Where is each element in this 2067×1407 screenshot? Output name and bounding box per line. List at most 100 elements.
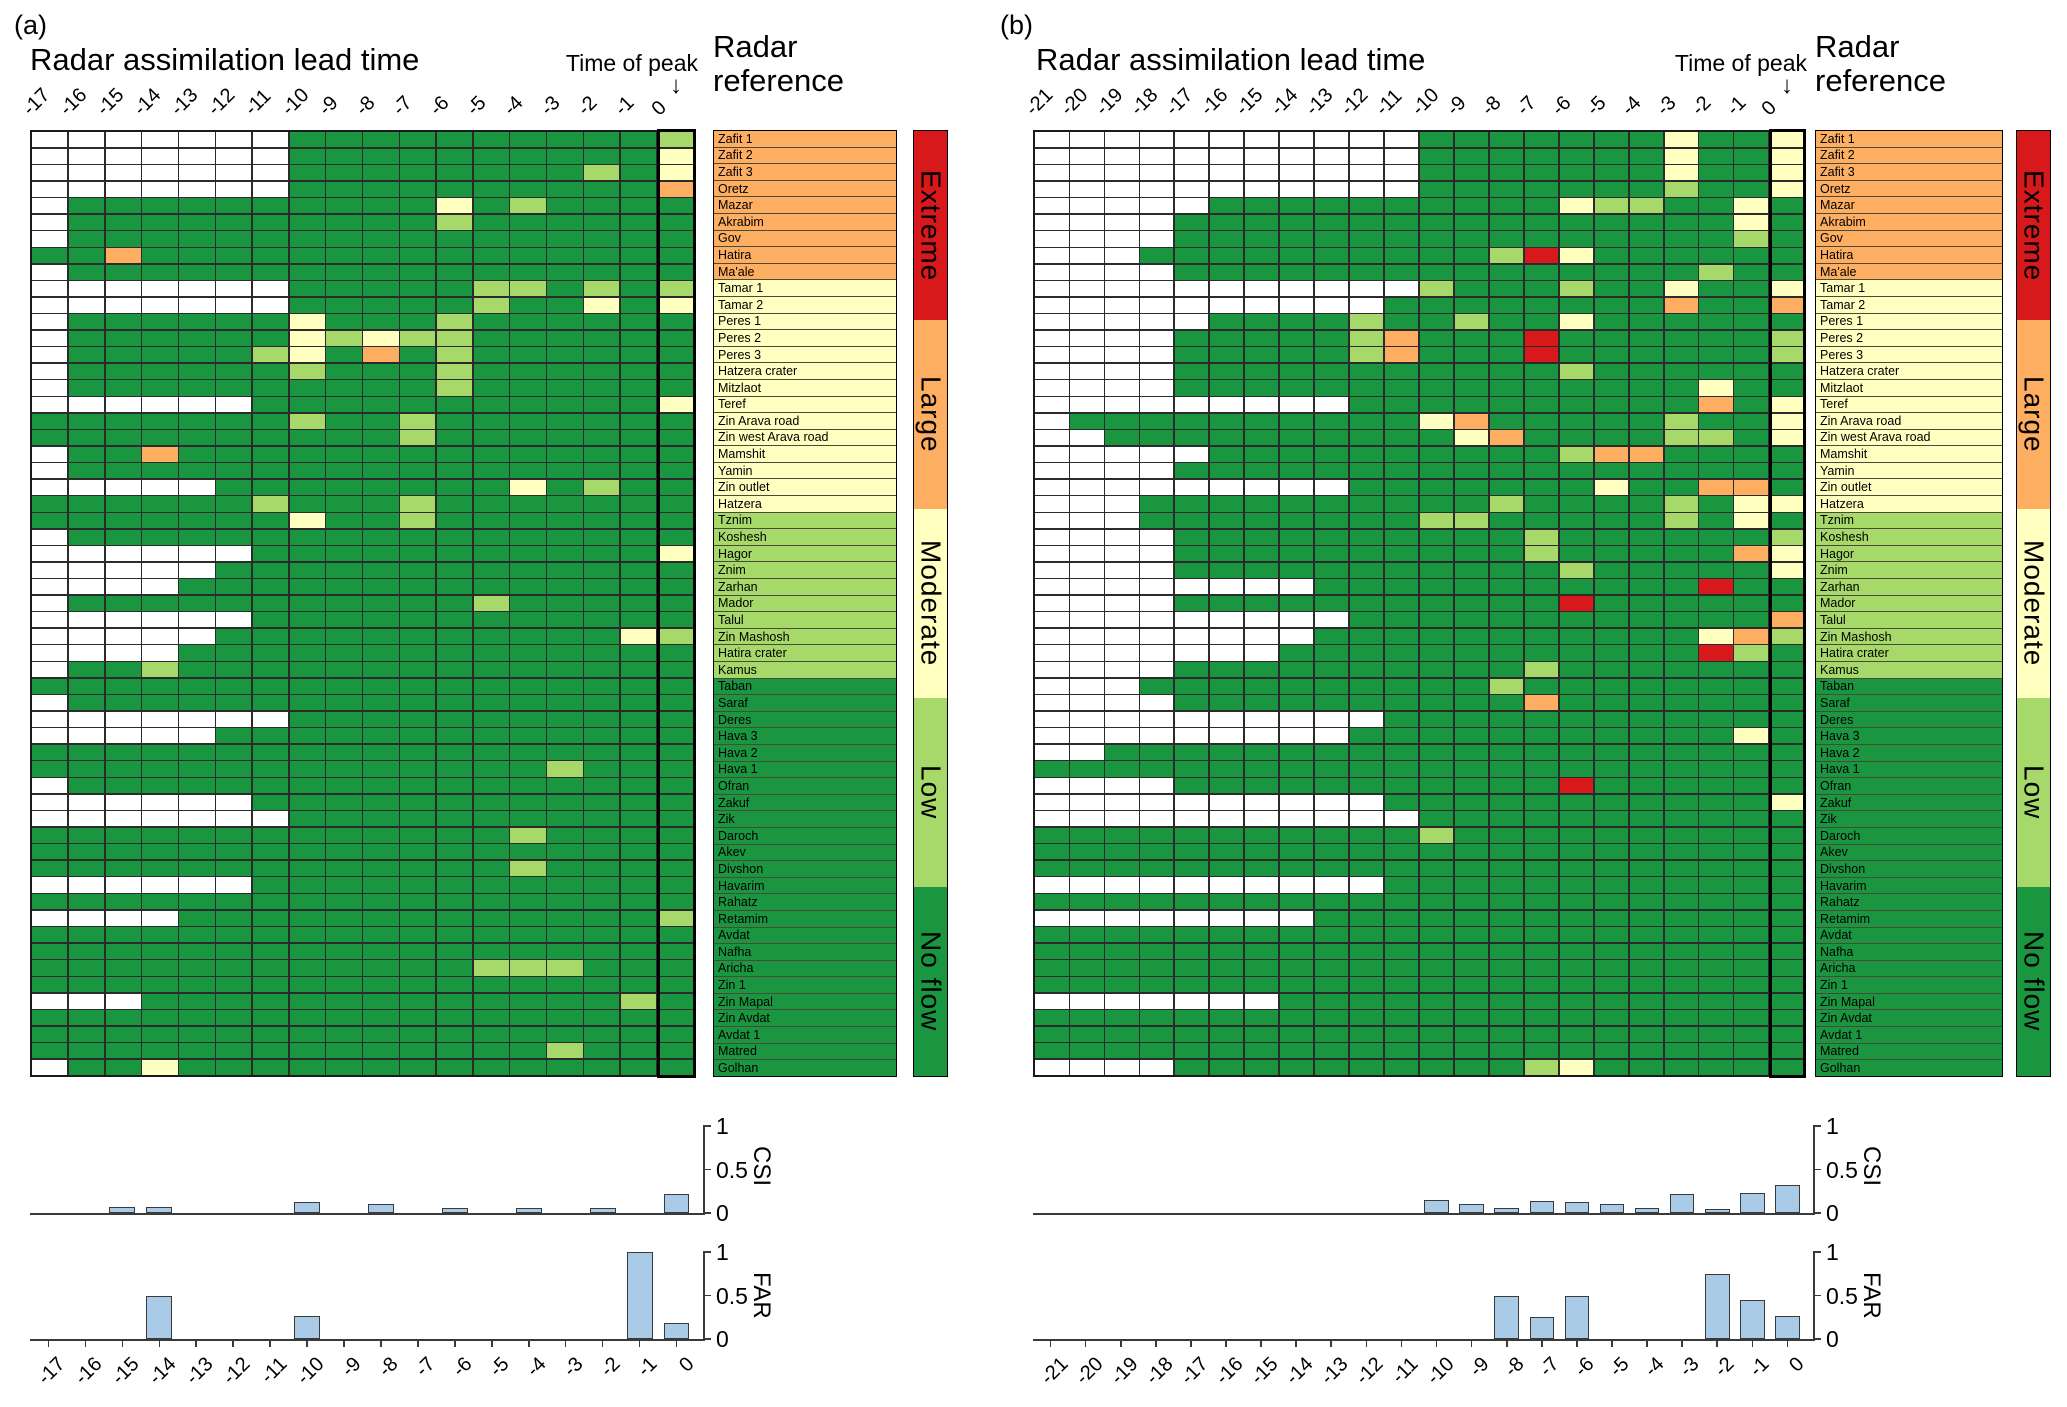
heatmap-cell [215, 645, 252, 661]
heatmap-cell [1035, 579, 1069, 595]
heatmap-cell [436, 844, 473, 860]
heatmap-cell [1594, 579, 1629, 595]
heatmap-cell [1104, 877, 1139, 893]
heatmap-cell [215, 844, 252, 860]
heatmap-cell [620, 844, 657, 860]
heatmap-cell [1174, 811, 1209, 827]
heatmap-cell [142, 711, 178, 727]
heatmap-cell [547, 711, 583, 727]
heatmap-cell [657, 662, 693, 678]
heatmap-cell [1314, 827, 1349, 843]
station-row: Saraf [1816, 695, 2002, 712]
station-label: Gov [1820, 231, 1843, 246]
heatmap-cell [1454, 380, 1489, 396]
heatmap-cell [1384, 512, 1419, 529]
heatmap-cell [1314, 479, 1349, 495]
heatmap-cell [289, 976, 325, 993]
heatmap-cell [179, 595, 215, 611]
heatmap-cell [142, 943, 178, 959]
heatmap-cell [1559, 1059, 1594, 1075]
heatmap-cell [1664, 711, 1699, 727]
heatmap-cell [1769, 910, 1803, 926]
station-label: Deres [718, 712, 752, 727]
heatmap-cell [1629, 330, 1664, 346]
heatmap-cell [1139, 877, 1174, 893]
heatmap-cell [32, 595, 68, 611]
heatmap-cell [1349, 794, 1384, 810]
heatmap-cell [1664, 678, 1699, 694]
heatmap-cell [1139, 397, 1174, 413]
far-xtick [1470, 1339, 1473, 1347]
heatmap-cell [1419, 430, 1454, 446]
heatmap-cell [1769, 181, 1803, 197]
far-bar [1564, 1295, 1590, 1339]
heatmap-cell [473, 943, 509, 959]
station-row: Ofran [714, 778, 896, 795]
heatmap-cell [68, 463, 105, 479]
heatmap-cell [399, 811, 436, 827]
heatmap-cell [1524, 297, 1559, 313]
heatmap-cell [215, 413, 252, 429]
heatmap-cell [1209, 397, 1244, 413]
heatmap-cell [1384, 281, 1419, 297]
heatmap-cell [1104, 860, 1139, 877]
heatmap-cell [1734, 132, 1769, 148]
heatmap-cell [1769, 777, 1803, 794]
radar-reference-header-a: Radar reference [713, 30, 844, 98]
heatmap-cell [215, 181, 252, 197]
heatmap-cell [1419, 894, 1454, 910]
heatmap-cell [1489, 214, 1524, 230]
heatmap-cell [1489, 512, 1524, 529]
heatmap-cell [105, 165, 141, 181]
heatmap-cell [1349, 711, 1384, 727]
heatmap-cell [399, 463, 436, 479]
heatmap-cell [1699, 529, 1734, 545]
heatmap-cell [142, 777, 178, 794]
heatmap-cell [399, 165, 436, 181]
heatmap-cell [1769, 827, 1803, 843]
station-label: Hava 2 [718, 745, 758, 760]
heatmap-cell [1349, 860, 1384, 877]
heatmap-cell [1035, 281, 1069, 297]
heatmap-cell [473, 446, 509, 462]
heatmap-cell [1559, 1043, 1594, 1059]
heatmap-cell [1244, 595, 1279, 611]
heatmap-cell [1594, 264, 1629, 280]
heatmap-cell [510, 430, 546, 446]
heatmap-cell [1419, 463, 1454, 479]
heatmap-cell [1349, 744, 1384, 761]
heatmap-cell [1489, 347, 1524, 363]
heatmap-cell [583, 562, 620, 578]
heatmap-cell [1419, 877, 1454, 893]
heatmap-cell [1209, 314, 1244, 330]
station-label: Rahatz [718, 895, 758, 910]
heatmap-cell [289, 496, 325, 512]
heatmap-cell [1454, 1059, 1489, 1075]
heatmap-cell [1384, 993, 1419, 1009]
heatmap-cell [1524, 1043, 1559, 1059]
csi-bar [368, 1204, 394, 1213]
heatmap-cell [1279, 1026, 1314, 1042]
heatmap-cell [1279, 844, 1314, 860]
heatmap-cell [1209, 413, 1244, 429]
heatmap-cell [142, 132, 178, 148]
heatmap-cell [436, 397, 473, 413]
csi-bar [294, 1201, 320, 1213]
heatmap-cell [68, 612, 105, 628]
heatmap-cell [1594, 446, 1629, 462]
heatmap-cell [1629, 479, 1664, 495]
heatmap-cell [32, 132, 68, 148]
heatmap-cell [1349, 496, 1384, 512]
heatmap-cell [1209, 877, 1244, 893]
heatmap-cell [1314, 662, 1349, 678]
heatmap-cell [1629, 214, 1664, 230]
heatmap-cell [1035, 148, 1069, 164]
heatmap-cell [1244, 960, 1279, 976]
heatmap-cell [1209, 330, 1244, 346]
heatmap-cell [1209, 148, 1244, 164]
heatmap-cell [1559, 943, 1594, 959]
heatmap-cell [547, 562, 583, 578]
heatmap-cell [1559, 198, 1594, 214]
heatmap-cell [399, 960, 436, 976]
heatmap-cell [1174, 645, 1209, 661]
